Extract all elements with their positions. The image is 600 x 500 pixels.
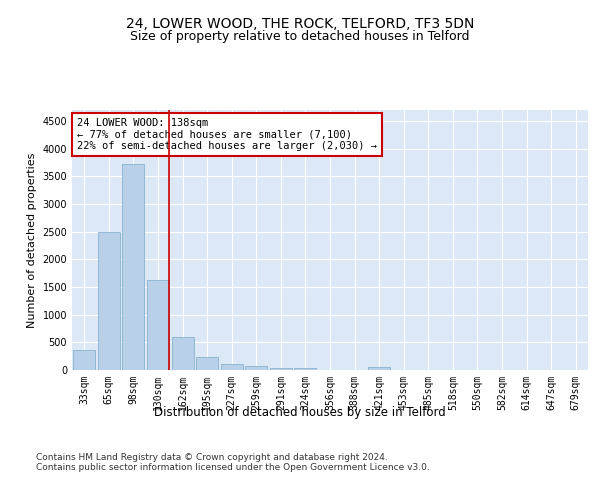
Bar xyxy=(196,358,218,370)
Text: Contains HM Land Registry data © Crown copyright and database right 2024.
Contai: Contains HM Land Registry data © Crown c… xyxy=(36,453,430,472)
Bar xyxy=(295,368,316,370)
Text: Distribution of detached houses by size in Telford: Distribution of detached houses by size … xyxy=(154,406,446,419)
Bar xyxy=(172,338,194,370)
Bar xyxy=(147,280,169,370)
Bar xyxy=(270,368,292,370)
Bar xyxy=(368,366,390,370)
Bar xyxy=(245,366,268,370)
Text: Size of property relative to detached houses in Telford: Size of property relative to detached ho… xyxy=(130,30,470,43)
Bar xyxy=(98,232,120,370)
Bar xyxy=(221,364,243,370)
Text: 24 LOWER WOOD: 138sqm
← 77% of detached houses are smaller (7,100)
22% of semi-d: 24 LOWER WOOD: 138sqm ← 77% of detached … xyxy=(77,118,377,151)
Bar xyxy=(122,164,145,370)
Bar xyxy=(73,350,95,370)
Y-axis label: Number of detached properties: Number of detached properties xyxy=(27,152,37,328)
Text: 24, LOWER WOOD, THE ROCK, TELFORD, TF3 5DN: 24, LOWER WOOD, THE ROCK, TELFORD, TF3 5… xyxy=(126,18,474,32)
